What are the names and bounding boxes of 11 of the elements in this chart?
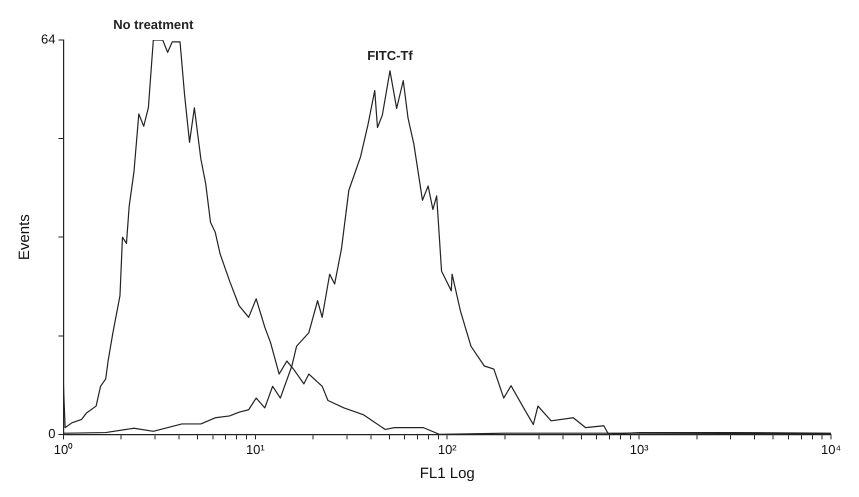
- x-tick-label: 10⁰: [54, 442, 74, 457]
- y-tick-label: 64: [40, 32, 56, 47]
- x-tick-label: 10¹: [246, 442, 266, 457]
- series-label: FITC-Tf: [367, 48, 414, 63]
- x-axis-title: FL1 Log: [420, 465, 475, 482]
- series-label: No treatment: [113, 17, 194, 32]
- y-axis-title: Events: [16, 214, 34, 260]
- y-tick-label: 0: [48, 426, 56, 441]
- x-tick-label: 10⁴: [820, 442, 842, 457]
- x-tick-label: 10²: [438, 442, 458, 457]
- x-tick-label: 10³: [630, 442, 650, 457]
